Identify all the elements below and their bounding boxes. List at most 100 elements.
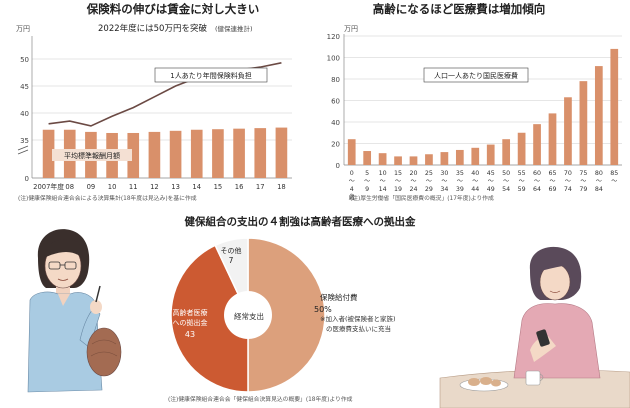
x-tick-label-start: 15 — [394, 170, 402, 177]
axis-break-mark — [17, 145, 29, 155]
slice-elderly-name-line2: への拠出金 — [173, 318, 208, 327]
x-tick-label-start: 80 — [595, 170, 603, 177]
expenditure-pie-chart: 健保組合の支出の４割強は高齢者医療への拠出金 経常支出 50% 高齢者医療 への… — [168, 215, 416, 403]
x-tick-separator: 〜 — [380, 178, 386, 185]
slice-elderly-value: 43 — [185, 330, 195, 339]
x-tick-separator: 〜 — [565, 178, 571, 185]
x-tick-separator: 〜 — [519, 178, 525, 185]
slice-other-label: その他 7 — [221, 246, 242, 265]
premium-note: (注)健康保険組合連合会による決算集計(18年度は見込み)を基に作成 — [18, 194, 197, 202]
medical-bar — [533, 124, 541, 165]
x-tick-unit: 歳 — [349, 192, 356, 201]
legend-bar-label: 平均標準報酬月額 — [64, 151, 120, 160]
x-tick-label-end: 64 — [533, 186, 541, 193]
medical-bar — [610, 48, 619, 165]
woman-with-pen-illustration — [27, 229, 122, 393]
medical-bar — [502, 139, 511, 165]
pie-slice-elderly-contribution — [170, 244, 249, 393]
medical-chart-title: 高齢になるほど医療費は増加傾向 — [373, 2, 546, 16]
premium-bar — [42, 129, 55, 178]
x-tick-label: 12 — [150, 183, 159, 191]
x-tick-label-start: 50 — [502, 170, 510, 177]
y-tick-label: 35 — [20, 137, 29, 145]
x-tick-label-start: 40 — [471, 170, 479, 177]
x-tick-label: 18 — [277, 183, 286, 191]
medical-bar — [378, 153, 387, 165]
y-tick-label: 0 — [25, 175, 29, 183]
x-tick-label: 14 — [192, 183, 201, 191]
medical-bar — [409, 156, 418, 165]
slice-elderly-name-line1: 高齢者医療 — [173, 308, 208, 317]
x-tick-label: 15 — [214, 183, 223, 191]
medical-note: (注)厚生労働省「国民医療費の概況」(17年度)より作成 — [350, 194, 494, 202]
woman-with-phone-illustration — [439, 246, 630, 408]
medical-bar — [425, 154, 433, 165]
x-tick-separator: 〜 — [457, 178, 463, 185]
x-tick-label: 10 — [108, 183, 117, 191]
pie-chart-title: 健保組合の支出の４割強は高齢者医療への拠出金 — [185, 215, 416, 228]
medical-bar — [455, 149, 464, 165]
legend-bar-box: 平均標準報酬月額 — [52, 149, 132, 161]
x-tick-label-end: 74 — [564, 186, 572, 193]
slice-elderly-label: 高齢者医療 への拠出金 43 — [173, 308, 208, 339]
x-tick-separator: 〜 — [472, 178, 478, 185]
x-tick-label-end: 54 — [502, 186, 510, 193]
x-tick-label: 16 — [235, 183, 244, 191]
y-tick-label: 40 — [331, 119, 340, 127]
pie-center-hole — [224, 291, 272, 339]
medical-legend-box: 人口一人あたり国民医療費 — [423, 67, 529, 83]
x-tick-label-start: 60 — [533, 170, 541, 177]
x-tick-label-start: 0 — [350, 170, 354, 177]
x-tick-separator: 〜 — [549, 178, 555, 185]
x-tick-separator: 〜 — [441, 178, 447, 185]
y-tick-label: 0 — [336, 162, 340, 170]
slice-main-note-line2: の医療費支払いに充当 — [326, 324, 391, 333]
x-tick-separator: 〜 — [580, 178, 586, 185]
slice-main-percent: 50% — [314, 305, 332, 314]
x-tick-label-start: 20 — [409, 170, 417, 177]
medical-bar — [347, 139, 356, 165]
x-tick-separator: 〜 — [488, 178, 494, 185]
x-tick-label-end: 24 — [409, 186, 417, 193]
x-tick-label-start: 35 — [456, 170, 464, 177]
medical-bar — [517, 132, 526, 165]
slice-other-value: 7 — [229, 256, 234, 265]
x-tick-label-end: 39 — [456, 186, 464, 193]
medical-bars — [347, 48, 619, 165]
x-tick-label-end: 9 — [365, 186, 369, 193]
x-tick-label-start: 10 — [379, 170, 387, 177]
y-tick-label: 40 — [20, 110, 29, 118]
pie — [170, 237, 326, 393]
x-tick-separator: 〜 — [395, 178, 401, 185]
x-tick-separator: 〜 — [596, 178, 602, 185]
legend-line-box: 1人あたり年間保険料負担 — [154, 67, 268, 83]
x-tick-label-end: 44 — [471, 186, 479, 193]
x-tick-label-end: 69 — [548, 186, 556, 193]
y-tick-label: 120 — [327, 33, 340, 41]
x-tick-label-start: 45 — [487, 170, 495, 177]
y-tick-label: 100 — [327, 55, 340, 63]
premium-x-ticks: 2007年度 08 09 10 11 12 13 14 15 16 17 18 — [33, 182, 286, 191]
slice-other-name: その他 — [221, 246, 242, 255]
x-tick-separator: 〜 — [426, 178, 432, 185]
x-tick-label-end: 59 — [518, 186, 526, 193]
x-tick-label: 09 — [87, 183, 96, 191]
x-tick-separator: 〜 — [349, 178, 355, 185]
premium-bar — [169, 130, 182, 178]
medical-bar — [564, 97, 572, 165]
x-tick-label-start: 65 — [548, 170, 556, 177]
y-tick-label: 45 — [20, 83, 29, 91]
x-tick-label: 11 — [129, 183, 138, 191]
medical-bar — [394, 156, 402, 165]
medical-y-ticks: 0 20 40 60 80 100 120 — [327, 33, 340, 170]
premium-chart: 保険料の伸びは賃金に対し大きい 万円 35 40 45 50 0 2007年度 08 09 1… — [16, 2, 292, 202]
medical-grid — [343, 34, 622, 166]
x-tick-label-end: 79 — [579, 186, 587, 193]
x-tick-label-end: 14 — [379, 186, 387, 193]
premium-y-ticks: 35 40 45 50 0 — [20, 56, 29, 183]
x-tick-separator: 〜 — [611, 178, 617, 185]
x-tick-label-start: 70 — [564, 170, 572, 177]
medical-bar — [548, 113, 557, 165]
